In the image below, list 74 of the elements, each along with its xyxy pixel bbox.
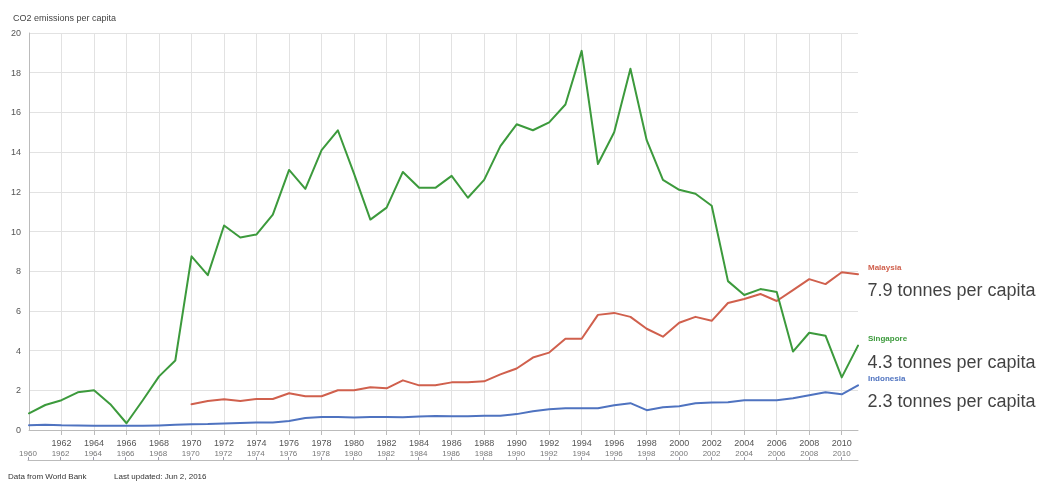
y-tick-label: 2 [16,385,22,396]
x-tick-label: 1996 [604,437,625,448]
chart-title: CO2 emissions per capita [13,12,117,23]
x2-tick-label: 1960 [19,448,38,458]
x2-tick-label: 1970 [181,448,201,458]
y-tick-label: 12 [11,186,22,197]
x-tick-label: 1980 [344,437,365,448]
y-tick-label: 10 [11,226,22,237]
y-tick-label: 20 [11,28,22,38]
series-label: Indonesia [868,373,906,383]
x-tick-label: 1972 [214,437,235,448]
x-tick-label: 1998 [636,437,657,448]
x2-tick-label: 1962 [51,448,70,458]
x2-tick-label: 1988 [474,448,494,458]
y-tick-label: 0 [16,425,22,435]
x-tick-label: 1990 [506,437,527,448]
y-tick-label: 14 [11,147,22,158]
x2-tick-label: 2002 [702,448,721,458]
x2-tick-label: 1986 [442,448,461,458]
y-tick-label: 18 [11,67,22,78]
text: 4.3 tonnes per capita [867,351,1037,372]
x2-tick-label: 1974 [246,448,266,458]
x-tick-label: 2004 [734,437,755,448]
x-tick-label: 1970 [181,437,202,448]
x2-tick-label: 1972 [214,448,233,458]
y-tick-label: 6 [16,305,22,316]
x-tick-label: 1982 [376,437,397,448]
x-tick-label: 1964 [84,437,105,448]
x2-tick-label: 1964 [84,448,103,458]
x-tick-label: 1974 [246,437,267,448]
x-tick-label: 2006 [766,437,787,448]
x-tick-label: 1994 [571,437,592,448]
x-tick-label: 1988 [474,437,495,448]
x-tick-label: 1966 [116,437,137,448]
x-tick-label: 1976 [279,437,300,448]
x2-tick-label: 1982 [377,448,396,458]
x2-tick-label: 1968 [149,448,168,458]
text: Last updated: Jun 2, 2016 [114,471,208,481]
x2-tick-label: 2006 [767,448,787,458]
x2-tick-label: 1980 [344,448,363,458]
x2-tick-label: 2000 [670,448,689,458]
x2-tick-label: 1998 [637,448,656,458]
text: 7.9 tonnes per capita [867,280,1037,301]
x-tick-label: 1962 [51,437,72,448]
x2-tick-label: 2010 [832,448,852,458]
line-series [28,49,859,425]
x2-tick-label: 1978 [312,448,331,458]
y-tick-label: 8 [16,266,22,277]
text: Data from World Bank [8,471,88,481]
x2-tick-label: 2004 [735,448,754,458]
x2-tick-label: 1992 [539,448,559,458]
series-label: Malaysia [868,262,902,272]
y-tick-label: 4 [16,345,22,356]
series-label: Singapore [868,334,908,344]
x-tick-label: 2000 [669,437,690,448]
x2-tick-label: 1990 [507,448,526,458]
text: 2.3 tonnes per capita [867,391,1037,412]
x2-tick-label: 1976 [279,448,298,458]
x-tick-label: 1968 [149,437,170,448]
y-tick-label: 16 [11,107,22,118]
x-tick-label: 1978 [311,437,332,448]
x2-tick-label: 1984 [409,448,429,458]
x-tick-label: 1986 [441,437,462,448]
x-tick-label: 1984 [409,437,430,448]
x2-tick-label: 1966 [116,448,136,458]
x2-tick-label: 1996 [604,448,624,458]
line-series [28,384,859,427]
line-series [190,271,859,406]
x-tick-label: 2010 [831,437,852,448]
x-tick-label: 2002 [701,437,722,448]
x2-tick-label: 1994 [572,448,591,458]
x-tick-label: 1992 [539,437,560,448]
x-tick-label: 2008 [799,437,820,448]
x2-tick-label: 2008 [800,448,819,458]
